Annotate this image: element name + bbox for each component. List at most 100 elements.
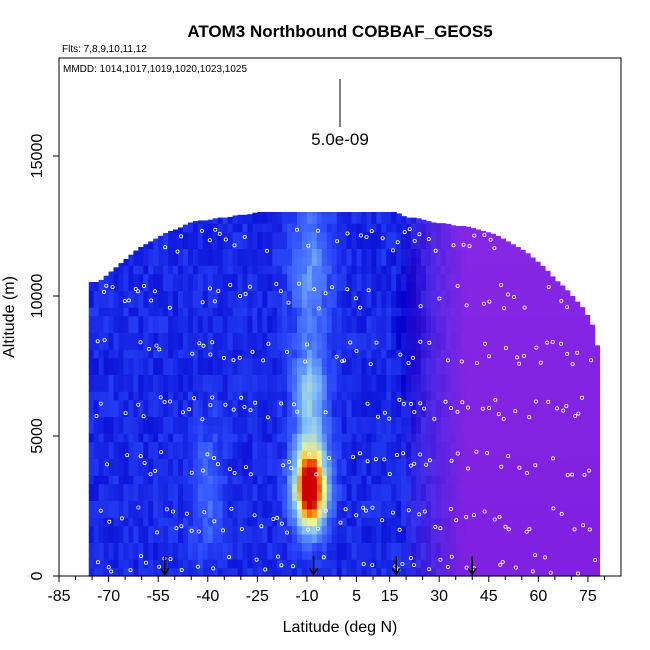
heatmap-cell [257, 290, 263, 300]
heatmap-cell [430, 500, 437, 510]
heatmap-cell [108, 391, 115, 401]
heatmap-cell [212, 399, 219, 409]
heatmap-cell [530, 483, 536, 493]
heatmap-cell [569, 441, 576, 451]
heatmap-cell [292, 332, 298, 342]
heatmap-cell [559, 298, 566, 308]
heatmap-cell [346, 340, 353, 350]
heatmap-cell [227, 374, 234, 384]
heatmap-cell [202, 282, 209, 291]
heatmap-cell [376, 290, 382, 300]
heatmap-cell [544, 273, 551, 283]
heatmap-cell [351, 265, 358, 275]
heatmap-cell [430, 458, 437, 468]
heatmap-cell [292, 542, 298, 552]
heatmap-cell [416, 500, 422, 510]
heatmap-cell [366, 508, 373, 518]
heatmap-cell [450, 483, 457, 493]
heatmap-cell [589, 399, 596, 409]
heatmap-cell [351, 357, 358, 367]
heatmap-cell [515, 441, 521, 451]
heatmap-cell [178, 265, 184, 275]
heatmap-cell [386, 256, 392, 266]
heatmap-cell [113, 366, 120, 375]
heatmap-cell [158, 256, 164, 266]
heatmap-cell [123, 282, 130, 291]
heatmap-cell [163, 466, 169, 476]
heatmap-cell [535, 441, 541, 451]
heatmap-cell [540, 458, 546, 468]
heatmap-cell [346, 332, 353, 342]
observation-point [306, 527, 311, 532]
heatmap-cell [326, 273, 333, 283]
heatmap-cell [222, 441, 229, 451]
observation-point [408, 556, 413, 561]
heatmap-cell [158, 458, 164, 468]
heatmap-cell [540, 492, 546, 501]
heatmap-cell [356, 290, 363, 300]
heatmap-cell [515, 256, 521, 266]
heatmap-cell [416, 517, 422, 527]
heatmap-cell [118, 517, 125, 527]
heatmap-cell [346, 492, 353, 501]
heatmap-cell [202, 290, 209, 300]
heatmap-cell [371, 273, 377, 283]
observation-point [586, 468, 591, 473]
observation-point [141, 414, 146, 419]
heatmap-cell [500, 550, 506, 560]
heatmap-cell [326, 525, 333, 535]
heatmap-cell [549, 366, 556, 375]
heatmap-cell [178, 227, 184, 233]
heatmap-cell [88, 483, 95, 493]
heatmap-cell [416, 508, 422, 518]
heatmap-cell [425, 248, 432, 258]
heatmap-cell [237, 214, 244, 224]
observation-point [318, 460, 323, 465]
heatmap-cell [540, 450, 546, 459]
heatmap-cell [163, 475, 169, 485]
heatmap-cell [381, 542, 387, 552]
heatmap-cell [118, 282, 125, 291]
observation-point [343, 507, 348, 512]
heatmap-cell [178, 559, 184, 569]
heatmap-cell [207, 567, 214, 577]
heatmap-cell [341, 433, 348, 443]
heatmap-cell [420, 273, 427, 283]
heatmap-cell [272, 492, 278, 501]
heatmap-cell [351, 290, 358, 300]
heatmap-cell [475, 307, 482, 317]
heatmap-cell [247, 256, 253, 266]
heatmap-cell [138, 508, 144, 518]
heatmap-cell [520, 349, 526, 359]
heatmap-cell [505, 525, 511, 535]
heatmap-cell [252, 534, 258, 543]
heatmap-cell [227, 492, 234, 501]
heatmap-cell [500, 357, 506, 367]
heatmap-cell [351, 332, 358, 342]
heatmap-cell [247, 433, 253, 443]
heatmap-cell [277, 534, 283, 543]
heatmap-cell [450, 416, 457, 426]
heatmap-cell [173, 273, 179, 283]
heatmap-cell [257, 441, 263, 451]
heatmap-cell [530, 559, 536, 569]
heatmap-cell [227, 466, 234, 476]
heatmap-cell [554, 475, 561, 485]
heatmap-cell [530, 307, 536, 317]
heatmap-cell [118, 508, 125, 518]
heatmap-cell [425, 475, 432, 485]
heatmap-cell [133, 349, 139, 359]
heatmap-cell [297, 282, 303, 291]
heatmap-cell [351, 315, 358, 325]
heatmap-cell [366, 214, 373, 224]
heatmap-cell [465, 315, 472, 325]
heatmap-cell [416, 374, 422, 384]
heatmap-cell [465, 525, 472, 535]
heatmap-cell [416, 223, 422, 233]
heatmap-cell [515, 290, 521, 300]
observation-point [216, 288, 221, 293]
heatmap-cell [411, 542, 417, 552]
observation-point [316, 526, 321, 531]
heatmap-cell [485, 357, 492, 367]
heatmap-cell [406, 399, 412, 409]
